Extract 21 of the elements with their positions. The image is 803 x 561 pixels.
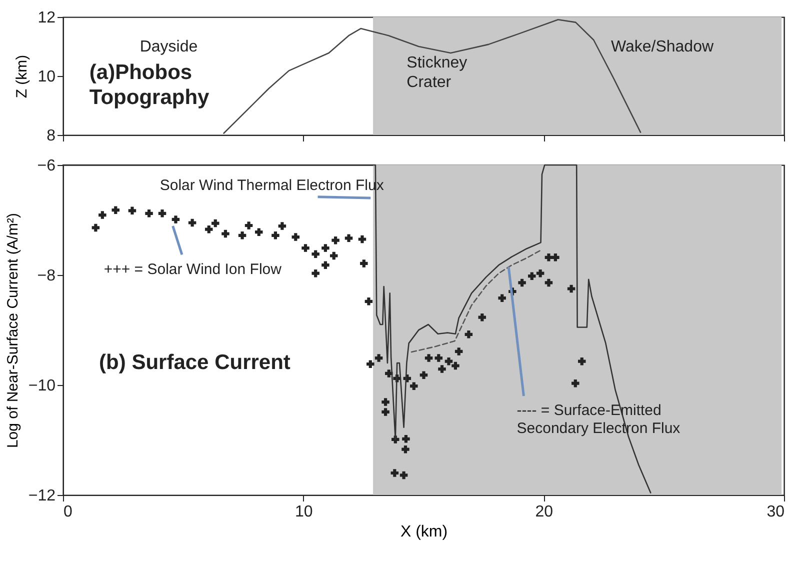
x-tick-label: 20 (535, 504, 554, 520)
annotation: (b) Surface Current (99, 351, 290, 374)
y-axis-title: Log of Near-Surface Current (A/m²) (4, 212, 22, 448)
x-tick-label: 30 (766, 504, 785, 520)
annotation: Stickney Crater (406, 54, 468, 91)
y-tick-label: 12 (38, 10, 56, 26)
line-series (410, 250, 542, 353)
y-tick-label: −8 (37, 268, 56, 284)
annotation: Dayside (140, 38, 198, 56)
x-tick-label: 10 (294, 504, 313, 520)
y-tick-label: −10 (28, 378, 56, 394)
x-tick-label: 0 (64, 504, 72, 520)
annotation: Wake/Shadow (610, 38, 714, 56)
y-tick-label: −12 (28, 488, 56, 504)
annotation: +++ = Solar Wind Ion Flow (104, 260, 282, 278)
y-tick-label: −6 (37, 158, 56, 174)
x-axis-title: X (km) (400, 524, 448, 540)
annotation: (a)Phobos Topography (89, 61, 210, 110)
y-tick-label: 10 (38, 68, 56, 86)
y-axis-title: Z (km) (14, 54, 31, 98)
y-tick-label: 8 (46, 128, 56, 144)
